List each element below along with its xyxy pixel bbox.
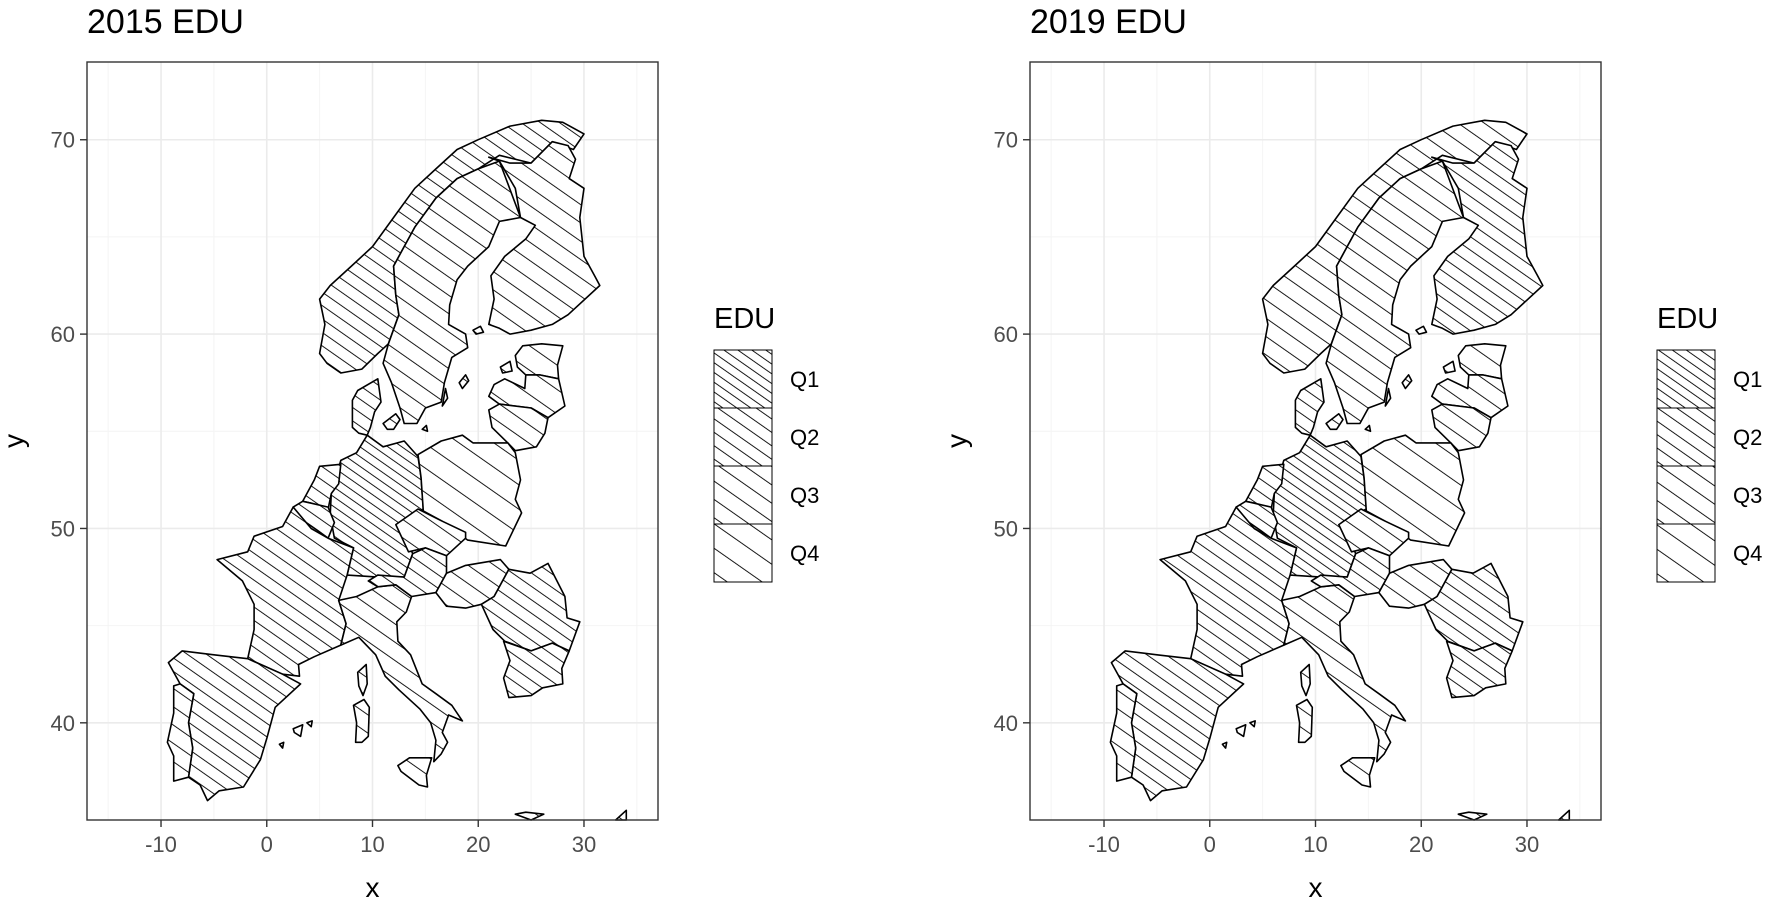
country-estonia	[514, 342, 564, 380]
country-sardinia	[352, 698, 371, 744]
island	[1457, 811, 1488, 821]
y-tick-label: 50	[51, 516, 75, 541]
country-bulgaria	[502, 640, 571, 699]
island	[472, 325, 485, 335]
y-tick-label: 70	[994, 128, 1018, 153]
island	[441, 387, 449, 407]
legend-key-q2	[1656, 407, 1716, 467]
y-tick-label: 60	[51, 322, 75, 347]
island	[1401, 374, 1413, 390]
country-lithuania	[1431, 403, 1492, 452]
x-tick-label: 20	[1409, 832, 1433, 857]
island	[1384, 387, 1392, 407]
countries	[166, 119, 628, 821]
x-tick-label: 30	[572, 832, 596, 857]
country-finland	[1431, 140, 1544, 335]
island	[382, 412, 401, 431]
island	[278, 741, 285, 749]
map-panel-2: 2019 EDU -10 0 10 20 30 x 40 50 60 70 y EDU Q1 Q2 Q3 Q4	[941, 3, 1762, 903]
x-tick-label: 30	[1515, 832, 1539, 857]
x-tick-label: -10	[1088, 832, 1120, 857]
country-denmark	[351, 377, 382, 437]
map-panel-1: 2015 EDU -10 0 10 20 30 x 40 50 60 70 y EDU Q1 Q2 Q3 Q4	[0, 3, 819, 903]
country-sicily	[397, 756, 433, 788]
x-tick-label: 10	[360, 832, 384, 857]
legend-label: Q4	[790, 541, 819, 566]
x-axis-label: x	[366, 872, 380, 903]
legend: EDU Q1 Q2 Q3 Q4	[1656, 303, 1762, 583]
island	[421, 424, 429, 433]
legend-key-q4	[1656, 523, 1716, 583]
country-lithuania	[487, 403, 549, 452]
y-tick-label: 40	[994, 711, 1018, 736]
island	[1442, 360, 1456, 374]
legend: EDU Q1 Q2 Q3 Q4	[713, 303, 819, 583]
country-finland	[487, 140, 601, 335]
country-estonia	[1457, 342, 1507, 380]
y-axis: 40 50 60 70 y	[941, 128, 1030, 736]
country-austria	[367, 547, 448, 598]
country-sicily	[1340, 756, 1376, 788]
legend-label: Q1	[790, 367, 819, 392]
island	[499, 360, 513, 374]
country-denmark	[1294, 377, 1325, 437]
x-tick-label: 0	[261, 832, 273, 857]
x-axis: -10 0 10 20 30 x	[1088, 820, 1539, 903]
y-tick-label: 40	[51, 711, 75, 736]
island	[306, 720, 314, 728]
y-tick-label: 50	[994, 516, 1018, 541]
country-bulgaria	[1445, 640, 1513, 699]
x-tick-label: 10	[1303, 832, 1327, 857]
island	[1325, 412, 1344, 431]
countries	[1109, 119, 1571, 821]
island	[1415, 325, 1428, 335]
island	[1221, 741, 1228, 749]
y-tick-label: 70	[51, 128, 75, 153]
island	[514, 811, 545, 821]
legend-label: Q4	[1733, 541, 1762, 566]
x-axis: -10 0 10 20 30 x	[145, 820, 596, 903]
legend-key-q3	[1656, 465, 1716, 525]
y-axis: 40 50 60 70 y	[0, 128, 87, 736]
x-tick-label: 0	[1204, 832, 1216, 857]
country-portugal	[166, 683, 195, 782]
y-axis-label: y	[941, 434, 972, 448]
x-tick-label: 20	[466, 832, 490, 857]
legend-title: EDU	[714, 303, 775, 335]
country-czechia	[1338, 508, 1410, 557]
island	[458, 374, 470, 390]
legend-title: EDU	[1657, 303, 1718, 335]
island	[356, 663, 369, 697]
island	[292, 723, 304, 738]
country-portugal	[1109, 683, 1138, 782]
x-axis-label: x	[1309, 872, 1323, 903]
legend-key-q4	[713, 523, 773, 583]
legend-label: Q2	[790, 425, 819, 450]
legend-label: Q3	[1733, 483, 1762, 508]
country-sweden	[382, 160, 522, 425]
y-tick-label: 60	[994, 322, 1018, 347]
island	[1235, 723, 1247, 738]
legend-label: Q3	[790, 483, 819, 508]
legend-key-q2	[713, 407, 773, 467]
panel-title: 2015 EDU	[87, 3, 244, 41]
legend-label: Q2	[1733, 425, 1762, 450]
country-sardinia	[1295, 698, 1314, 744]
y-axis-label: y	[0, 434, 29, 448]
country-czechia	[394, 508, 467, 557]
legend-label: Q1	[1733, 367, 1762, 392]
legend-key-q1	[713, 349, 773, 409]
country-austria	[1310, 547, 1391, 598]
legend-key-q3	[713, 465, 773, 525]
country-sweden	[1325, 160, 1465, 425]
legend-key-q1	[1656, 349, 1716, 409]
island	[1299, 663, 1311, 697]
island	[1249, 720, 1256, 728]
island	[1364, 424, 1372, 433]
x-tick-label: -10	[145, 832, 177, 857]
panel-title: 2019 EDU	[1030, 3, 1187, 41]
